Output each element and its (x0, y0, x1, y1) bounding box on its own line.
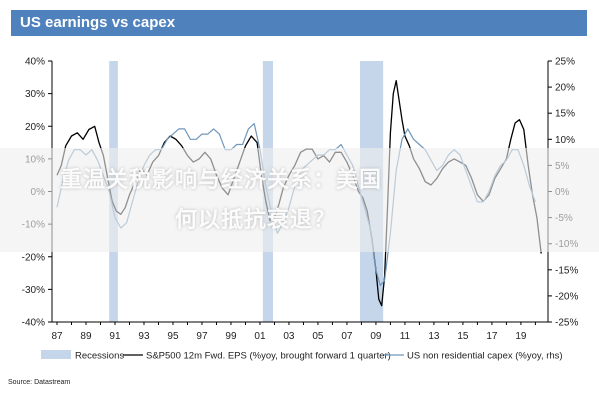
x-tick-label: 11 (400, 331, 411, 342)
left-tick-label: 30% (25, 89, 45, 100)
x-tick-label: 89 (80, 331, 92, 342)
chart-title: US earnings vs capex (20, 14, 176, 31)
x-tick-label: 97 (196, 331, 208, 342)
right-tick-label: -25% (555, 318, 578, 329)
left-tick-label: -20% (22, 252, 45, 263)
source-note: Source: Datastream (8, 379, 71, 386)
legend-label-capex: US non residential capex (%yoy, rhs) (407, 351, 563, 362)
x-tick-label: 01 (254, 331, 266, 342)
x-tick-label: 03 (283, 331, 295, 342)
x-tick-label: 05 (312, 331, 324, 342)
banner-line-2: 何以抵抗衰退？ (175, 207, 337, 232)
x-tick-label: 91 (109, 331, 121, 342)
right-tick-label: 10% (555, 135, 575, 146)
x-tick-label: 17 (486, 331, 498, 342)
right-tick-label: 15% (555, 109, 575, 120)
left-tick-label: -30% (22, 285, 45, 296)
chart-header: US earnings vs capex (11, 10, 587, 36)
left-tick-label: -40% (22, 318, 45, 329)
x-tick-label: 93 (138, 331, 150, 342)
x-tick-label: 13 (428, 331, 440, 342)
x-tick-label: 07 (341, 331, 353, 342)
legend-label-eps: S&P500 12m Fwd. EPS (%yoy, brought forwa… (146, 351, 391, 362)
legend-label-recessions: Recessions (75, 351, 124, 362)
x-tick-label: 09 (370, 331, 382, 342)
x-tick-label: 99 (225, 331, 237, 342)
right-tick-label: -20% (555, 291, 578, 302)
right-tick-label: -15% (555, 265, 578, 276)
banner-line-1: 重温关税影响与经济关系：美国 (60, 167, 383, 192)
right-tick-label: 25% (555, 57, 575, 68)
legend-swatch-recessions (41, 350, 71, 359)
x-tick-label: 95 (167, 331, 179, 342)
overlay-banner: 重温关税影响与经济关系：美国 何以抵抗衰退？ (0, 148, 599, 252)
x-tick-label: 15 (457, 331, 469, 342)
left-tick-label: 20% (25, 122, 45, 133)
x-tick-label: 19 (515, 331, 527, 342)
left-tick-label: 40% (25, 57, 45, 68)
right-tick-label: 20% (555, 83, 575, 94)
x-tick-label: 87 (51, 331, 63, 342)
